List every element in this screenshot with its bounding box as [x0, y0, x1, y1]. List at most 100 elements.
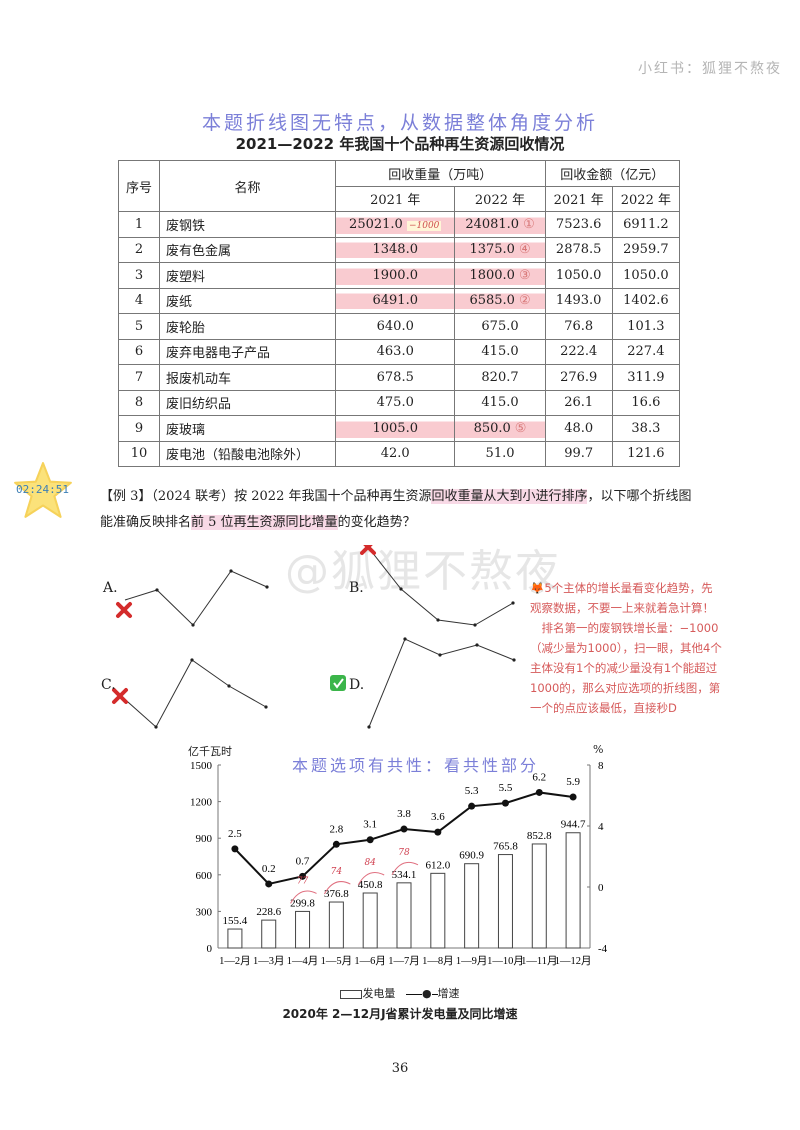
svg-text:1—5月: 1—5月 — [321, 955, 353, 967]
svg-text:-4: -4 — [598, 943, 608, 955]
svg-text:1—2月: 1—2月 — [219, 955, 251, 967]
option-d-line — [368, 638, 515, 728]
svg-text:5.3: 5.3 — [465, 785, 479, 797]
svg-text:600: 600 — [196, 870, 213, 882]
rank-mark: ④ — [518, 242, 531, 258]
svg-text:1—10月: 1—10月 — [487, 955, 524, 967]
recycling-table: 序号 名称 回收重量（万吨） 回收金额（亿元） 2021 年 2022 年 20… — [118, 160, 681, 467]
svg-text:450.8: 450.8 — [358, 879, 383, 891]
wrong-mark-icon — [112, 545, 376, 704]
difference-note: −1000 — [406, 220, 442, 231]
handwritten-annotation-top: 本题折线图无特点，从数据整体角度分析 — [201, 112, 598, 134]
center-watermark: @狐狸不熬夜 — [285, 546, 561, 597]
highlight-ranking: 回收重量从大到小进行排序 — [431, 489, 588, 504]
svg-text:77: 77 — [297, 876, 309, 886]
table-row: 2 废有色金属 1348.0 1375.0 ④ 2878.5 2959.7 — [118, 236, 681, 263]
svg-text:74: 74 — [331, 867, 343, 877]
option-a-line — [124, 570, 268, 626]
line-options — [112, 545, 516, 729]
option-c-line — [119, 659, 267, 728]
svg-text:765.8: 765.8 — [493, 841, 518, 853]
chart-legend: 发电量 ● 增速 — [0, 985, 800, 1001]
svg-text:84: 84 — [364, 858, 376, 868]
header-w2022: 2022 年 — [454, 185, 546, 212]
svg-text:5.5: 5.5 — [499, 782, 513, 794]
svg-text:3.6: 3.6 — [431, 811, 445, 823]
option-d-label: D. — [349, 677, 365, 693]
handwritten-note: 🦊5个主体的增长量看变化趋势，先 观察数据，不要一上来就着急计算！ 排名第一的废钢… — [530, 581, 722, 715]
option-c-label: C. — [101, 677, 116, 693]
rank-mark: ③ — [518, 267, 531, 283]
svg-text:6.2: 6.2 — [532, 771, 546, 783]
highlight-increase: 前 5 位再生资源同比增量 — [191, 515, 338, 530]
option-a-label: A. — [103, 580, 118, 596]
table-row: 1 废钢铁 25021.0 −1000 24081.0 ① 7523.6 6911.2 — [118, 211, 681, 238]
table-row: 10 废电池（铅酸电池除外） 42.0 51.0 99.7 121.6 — [118, 440, 681, 467]
svg-text:1—7月: 1—7月 — [388, 955, 420, 967]
star-icon — [14, 462, 72, 518]
svg-text:900: 900 — [196, 833, 213, 845]
svg-text:534.1: 534.1 — [392, 869, 417, 881]
svg-text:299.8: 299.8 — [290, 897, 315, 909]
table-row: 5 废轮胎 640.0 675.0 76.8 101.3 — [118, 313, 681, 340]
svg-text:690.9: 690.9 — [459, 850, 484, 862]
rank-mark: ⑤ — [514, 420, 527, 436]
table-title: 2021—2022 年我国十个品种再生资源回收情况 — [235, 135, 565, 153]
question-text: 【例 3】（2024 联考）按 2022 年我国十个品种再生资源回收重量从大到小… — [100, 489, 692, 530]
header-w2021: 2021 年 — [334, 185, 456, 212]
header-amount: 回收金额（亿元） — [544, 160, 681, 187]
svg-text:4: 4 — [598, 821, 604, 833]
header-a2021: 2021 年 — [544, 185, 613, 212]
svg-text:612.0: 612.0 — [425, 859, 450, 871]
left-axis-label: 亿千瓦时 — [188, 745, 232, 758]
table-row: 6 废弃电器电子产品 463.0 415.0 222.4 227.4 — [118, 338, 681, 365]
table-row: 9 废玻璃 1005.0 850.0 ⑤ 48.0 38.3 — [118, 415, 681, 442]
svg-text:0.2: 0.2 — [262, 863, 276, 875]
svg-text:1—9月: 1—9月 — [456, 955, 488, 967]
table-row: 8 废旧纺织品 475.0 415.0 26.1 16.6 — [118, 389, 681, 416]
svg-text:0: 0 — [598, 882, 604, 894]
svg-text:1—12月: 1—12月 — [555, 955, 592, 967]
table-row: 7 报废机动车 678.5 820.7 276.9 311.9 — [118, 364, 681, 391]
table-row: 4 废纸 6491.0 6585.0 ② 1493.0 1402.6 — [118, 287, 681, 314]
svg-text:2.8: 2.8 — [329, 823, 343, 835]
page-number: 36 — [391, 1061, 409, 1076]
svg-text:852.8: 852.8 — [527, 830, 552, 842]
svg-text:8: 8 — [598, 760, 604, 772]
header-a2022: 2022 年 — [611, 185, 681, 212]
power-chart: 0 300 600 900 1200 1500 -4 0 4 8 155.4 1—2月 228.6 1—3… — [190, 760, 608, 967]
rank-mark: ① — [523, 216, 535, 232]
svg-text:1—8月: 1—8月 — [422, 955, 454, 967]
svg-text:1—4月: 1—4月 — [287, 955, 319, 967]
svg-text:1500: 1500 — [190, 760, 213, 772]
chart-title: 2020年 2—12月J省累计发电量及同比增速 — [282, 1007, 518, 1021]
svg-text:228.6: 228.6 — [256, 906, 281, 918]
svg-text:155.4: 155.4 — [223, 915, 248, 927]
svg-text:300: 300 — [196, 906, 213, 918]
svg-text:376.8: 376.8 — [324, 888, 349, 900]
table-row: 3 废塑料 1900.0 1800.0 ③ 1050.0 1050.0 — [118, 262, 681, 289]
svg-text:3.8: 3.8 — [397, 808, 411, 820]
svg-text:944.7: 944.7 — [561, 819, 586, 831]
svg-text:3.1: 3.1 — [363, 819, 377, 831]
timestamp-badge: 02:24:51 — [16, 483, 69, 496]
svg-text:0: 0 — [207, 943, 213, 955]
right-axis-label: % — [593, 743, 604, 756]
svg-text:1200: 1200 — [190, 797, 213, 809]
svg-text:78: 78 — [398, 848, 410, 858]
check-mark-icon — [330, 675, 346, 691]
rank-mark: ② — [518, 293, 531, 309]
svg-text:5.9: 5.9 — [566, 776, 580, 788]
handwritten-annotation-chart: 本题选项有共性：看共性部分 — [292, 756, 540, 775]
source-watermark: 小红书：狐狸不熬夜 — [638, 61, 782, 77]
svg-text:2.5: 2.5 — [228, 828, 242, 840]
header-seq: 序号 — [118, 160, 160, 212]
svg-text:1—11月: 1—11月 — [521, 955, 557, 967]
option-b-label: B. — [349, 580, 364, 596]
option-b-line — [367, 546, 514, 626]
svg-text:0.7: 0.7 — [296, 855, 310, 867]
svg-text:1—6月: 1—6月 — [354, 955, 386, 967]
svg-text:1—3月: 1—3月 — [253, 955, 285, 967]
header-weight: 回收重量（万吨） — [335, 160, 546, 187]
header-name: 名称 — [159, 160, 336, 212]
